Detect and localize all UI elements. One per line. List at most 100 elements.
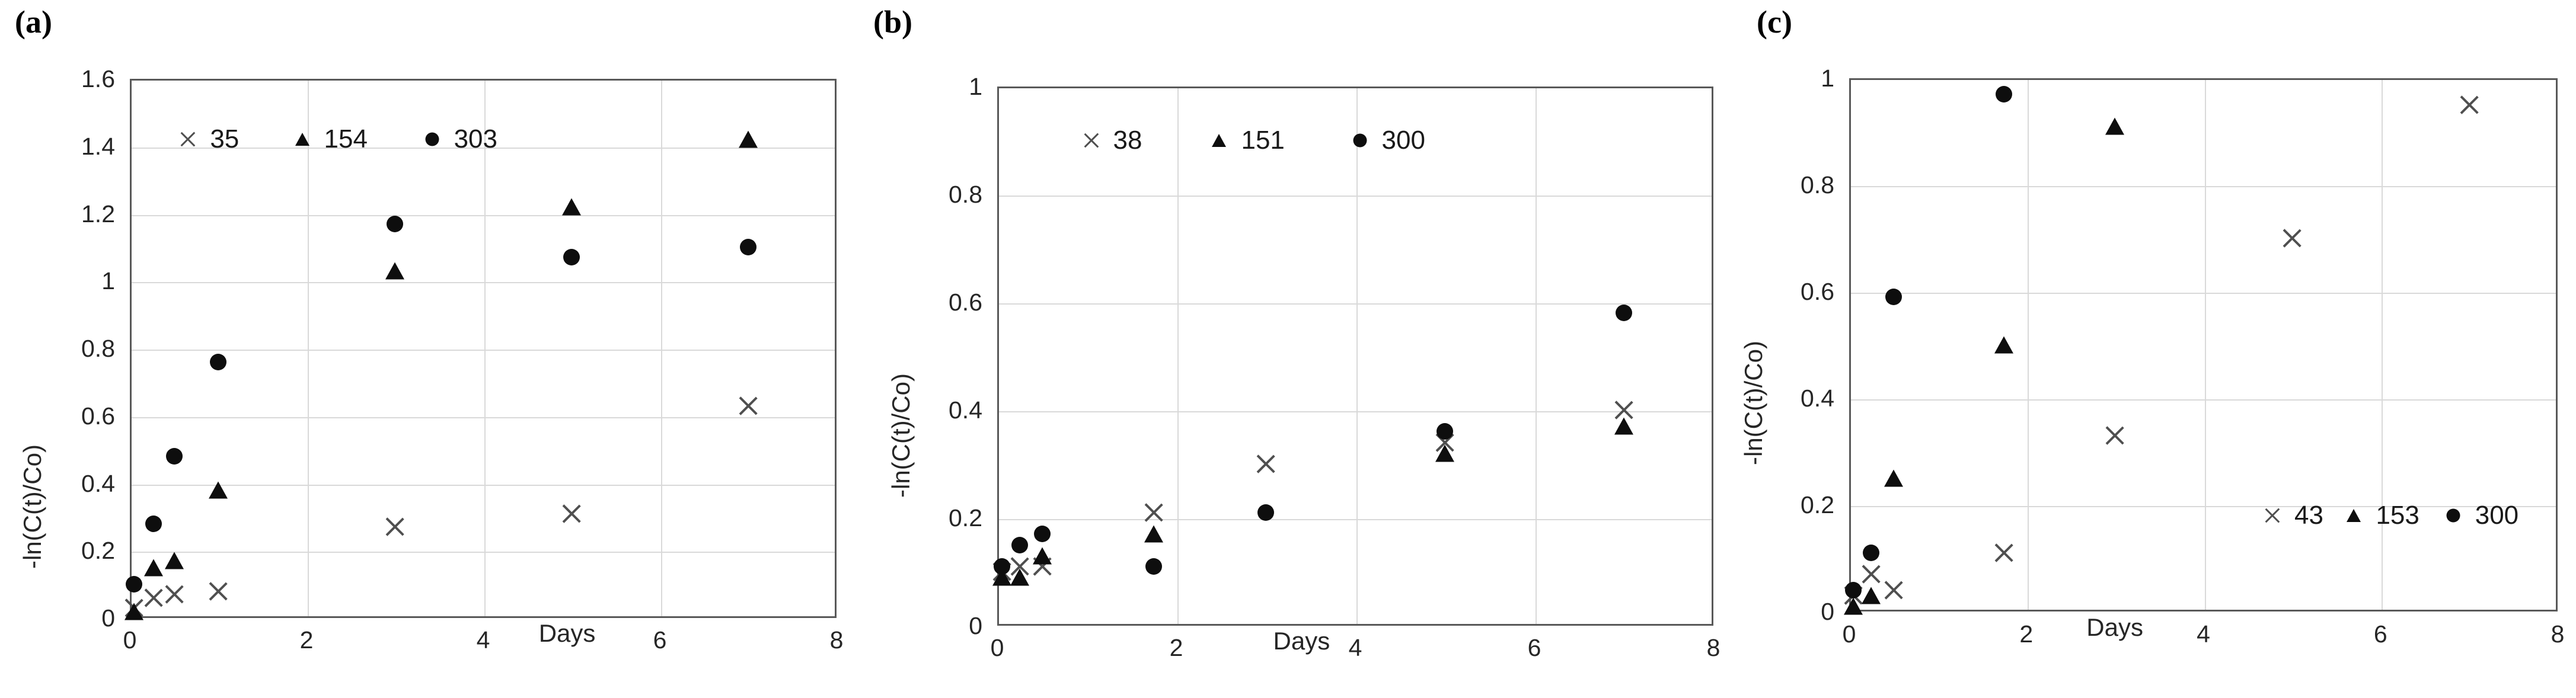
y-tick-label: 1 <box>969 73 982 100</box>
v-gridline <box>484 81 486 616</box>
cross-marker-icon <box>1084 133 1099 148</box>
h-gridline <box>999 411 1712 412</box>
y-tick-label: 0.4 <box>949 396 982 424</box>
y-tick-label: 0.4 <box>81 469 115 497</box>
y-tick-label: 1.4 <box>81 132 115 160</box>
v-gridline <box>2382 80 2383 610</box>
triangle-data-point <box>1010 568 1029 586</box>
x-tick-label: 2 <box>299 626 314 654</box>
v-gridline <box>1536 88 1537 624</box>
triangle-data-point <box>739 130 758 148</box>
legend-label: 300 <box>1381 126 1425 155</box>
x-axis-title: Days <box>1273 627 1330 655</box>
legend-label: 154 <box>324 124 368 154</box>
triangle-data-point <box>1884 469 1903 487</box>
cross-marker-icon <box>181 132 195 146</box>
y-tick-label: 0.8 <box>1801 171 1834 198</box>
legend-marker-box <box>1350 130 1370 151</box>
cross-data-point <box>1615 401 1633 419</box>
y-tick-label: 1.6 <box>81 65 115 92</box>
triangle-data-point <box>1032 547 1052 565</box>
panel-label: (c) <box>1757 4 1792 40</box>
triangle-data-point <box>125 603 144 620</box>
plot-area <box>997 87 1713 626</box>
triangle-data-point <box>209 481 228 499</box>
legend-marker-box <box>422 129 442 149</box>
cross-data-point <box>165 585 183 603</box>
triangle-data-point <box>1614 417 1633 435</box>
legend-item-151: 151 <box>1209 126 1285 155</box>
legend-label: 300 <box>2475 501 2519 530</box>
y-axis-title: -ln(C(t)/Co) <box>18 444 46 569</box>
h-gridline <box>132 417 835 418</box>
v-gridline <box>2204 80 2206 610</box>
y-tick-label: 0 <box>969 612 982 639</box>
cross-data-point <box>739 397 757 415</box>
triangle-data-point <box>1844 597 1863 615</box>
legend-item-38: 38 <box>1081 127 1142 154</box>
y-tick-label: 0.6 <box>1801 278 1834 305</box>
legend-marker-box <box>2344 505 2364 526</box>
cross-data-point <box>1995 544 2013 562</box>
x-tick-label: 0 <box>123 626 137 654</box>
cross-data-point <box>386 518 404 536</box>
triangle-data-point <box>385 262 404 280</box>
y-tick-label: 0.2 <box>949 504 982 531</box>
legend-label: 151 <box>1241 126 1285 155</box>
v-gridline <box>661 81 662 616</box>
legend-label: 153 <box>2376 501 2419 530</box>
triangle-data-point <box>562 198 581 216</box>
triangle-data-point <box>1862 587 1881 604</box>
cross-data-point <box>209 582 227 600</box>
y-tick-label: 1 <box>1821 65 1834 92</box>
circle-data-point <box>1011 536 1028 553</box>
x-tick-label: 6 <box>1527 634 1541 661</box>
circle-data-point <box>563 249 580 266</box>
h-gridline <box>1851 186 2556 187</box>
legend-item-300: 300 <box>2443 502 2518 529</box>
h-gridline <box>132 484 835 486</box>
y-tick-label: 0.8 <box>81 335 115 362</box>
x-tick-label: 8 <box>1706 634 1720 661</box>
circle-data-point <box>1033 526 1051 543</box>
circle-data-point <box>126 576 143 593</box>
y-axis-title: -ln(C(t)/Co) <box>1739 341 1767 465</box>
y-tick-label: 0.2 <box>81 537 115 565</box>
h-gridline <box>132 350 835 351</box>
legend-item-43: 43 <box>2262 502 2323 529</box>
h-gridline <box>132 282 835 284</box>
y-tick-label: 0.8 <box>949 181 982 208</box>
h-gridline <box>999 519 1712 520</box>
x-tick-label: 6 <box>2373 620 2387 648</box>
cross-data-point <box>1885 581 1903 599</box>
circle-marker-icon <box>1353 133 1367 148</box>
cross-data-point <box>145 589 162 607</box>
cross-data-point <box>1145 504 1163 521</box>
v-gridline <box>308 81 309 616</box>
x-tick-label: 2 <box>1169 634 1183 661</box>
circle-data-point <box>210 353 226 370</box>
legend-marker-box <box>2262 505 2283 526</box>
y-tick-label: 0.6 <box>949 289 982 316</box>
h-gridline <box>132 147 835 149</box>
h-gridline <box>132 552 835 553</box>
h-gridline <box>999 303 1712 305</box>
y-tick-label: 0.4 <box>1801 385 1834 412</box>
legend-marker-box <box>1209 130 1229 151</box>
x-tick-label: 6 <box>653 626 667 654</box>
x-tick-label: 8 <box>829 626 844 654</box>
legend-label: 43 <box>2294 501 2323 530</box>
x-tick-label: 2 <box>2019 620 2034 648</box>
circle-marker-icon <box>2446 508 2460 523</box>
triangle-data-point <box>2105 117 2125 135</box>
circle-data-point <box>740 239 756 256</box>
h-gridline <box>1851 399 2556 401</box>
legend-item-300: 300 <box>1350 127 1425 154</box>
circle-data-point <box>1996 86 2013 103</box>
circle-data-point <box>387 215 403 232</box>
y-tick-label: 1 <box>101 267 115 295</box>
v-gridline <box>1356 88 1358 624</box>
triangle-marker-icon <box>1212 134 1227 147</box>
y-tick-label: 0.6 <box>81 402 115 430</box>
